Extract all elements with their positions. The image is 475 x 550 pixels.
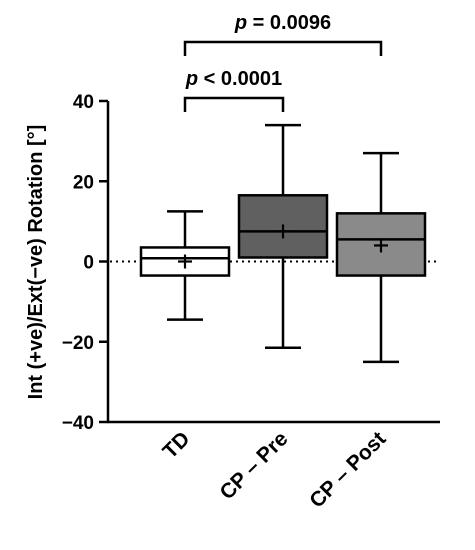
y-tick-label: 0 (83, 253, 94, 274)
box-group (139, 210, 231, 321)
box-group (335, 151, 427, 364)
boxes (139, 123, 427, 364)
significance-bracket: p < 0.0001 (183, 68, 285, 112)
p-value-label: p < 0.0001 (185, 68, 282, 90)
p-value: = 0.0096 (247, 12, 331, 34)
bracket-line (183, 96, 285, 112)
y-tick-label: 40 (73, 92, 94, 113)
y-tick-label: 20 (73, 172, 94, 193)
y-tick-label: −20 (62, 333, 94, 354)
x-tick-label: TD (158, 427, 194, 463)
p-symbol: p (185, 68, 198, 90)
box-group (237, 123, 329, 350)
significance-bracket: p = 0.0096 (183, 12, 383, 56)
p-value-label: p = 0.0096 (234, 12, 331, 34)
bracket-line (183, 40, 383, 56)
p-value: < 0.0001 (198, 68, 282, 90)
x-tick-labels: TD CP – Pre CP – Post (158, 427, 390, 512)
y-tick-label: −40 (62, 413, 94, 434)
p-symbol: p (234, 12, 247, 34)
y-ticks: −40 −20 0 20 40 (62, 92, 108, 434)
y-axis-label: Int (+ve)/Ext(−ve) Rotation [°] (25, 125, 47, 400)
x-tick-label: CP – Post (305, 427, 390, 512)
x-tick-label: CP – Pre (215, 427, 292, 504)
